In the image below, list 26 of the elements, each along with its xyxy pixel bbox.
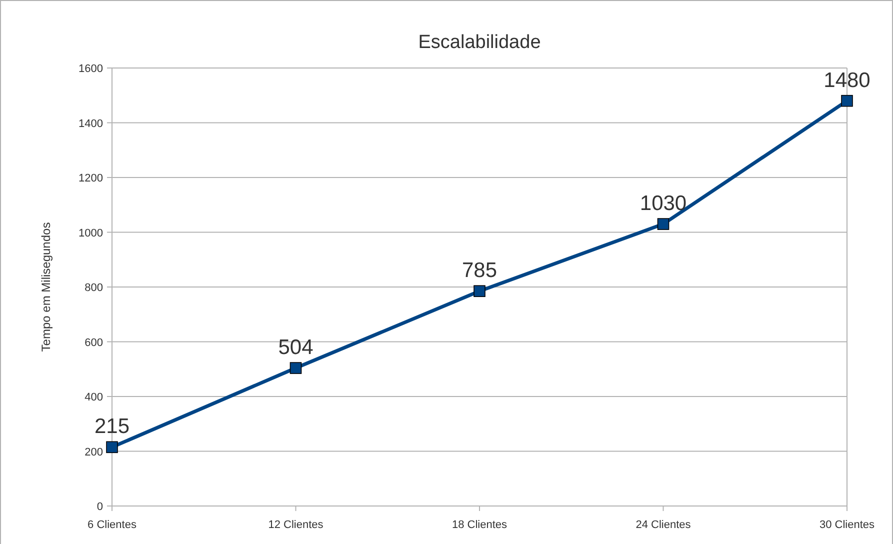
point	[474, 285, 486, 298]
y-tick-label: 0	[96, 501, 103, 513]
y-tick-label: 1000	[78, 227, 103, 240]
x-tick-label: 24 Clientes	[636, 519, 692, 531]
data-label: 1030	[640, 192, 687, 216]
y-tick-label: 1600	[78, 63, 103, 75]
x-tick-label: 18 Clientes	[452, 519, 508, 531]
x-tick-label: 6 Clientes	[88, 519, 137, 531]
data-label: 785	[462, 259, 498, 282]
y-axis-title: Tempo em Milisegundos	[39, 222, 53, 352]
data-label: 215	[94, 415, 130, 438]
chart-title: Escalabilidade	[418, 32, 541, 53]
data-label: 504	[278, 336, 314, 360]
point	[657, 218, 670, 230]
y-tick-label: 200	[84, 446, 103, 458]
data-label: 1480	[824, 68, 870, 92]
x-tick-label: 30 Clientes	[819, 519, 876, 531]
point	[290, 362, 302, 374]
x-tick-label: 12 Clientes	[268, 519, 324, 531]
y-tick-label: 1200	[78, 172, 103, 184]
y-tick-label: 400	[84, 392, 103, 404]
y-tick-label: 1400	[78, 118, 103, 130]
y-tick-label: 800	[84, 282, 103, 294]
point	[841, 94, 853, 107]
y-tick-label: 600	[84, 336, 103, 349]
point	[106, 441, 118, 454]
